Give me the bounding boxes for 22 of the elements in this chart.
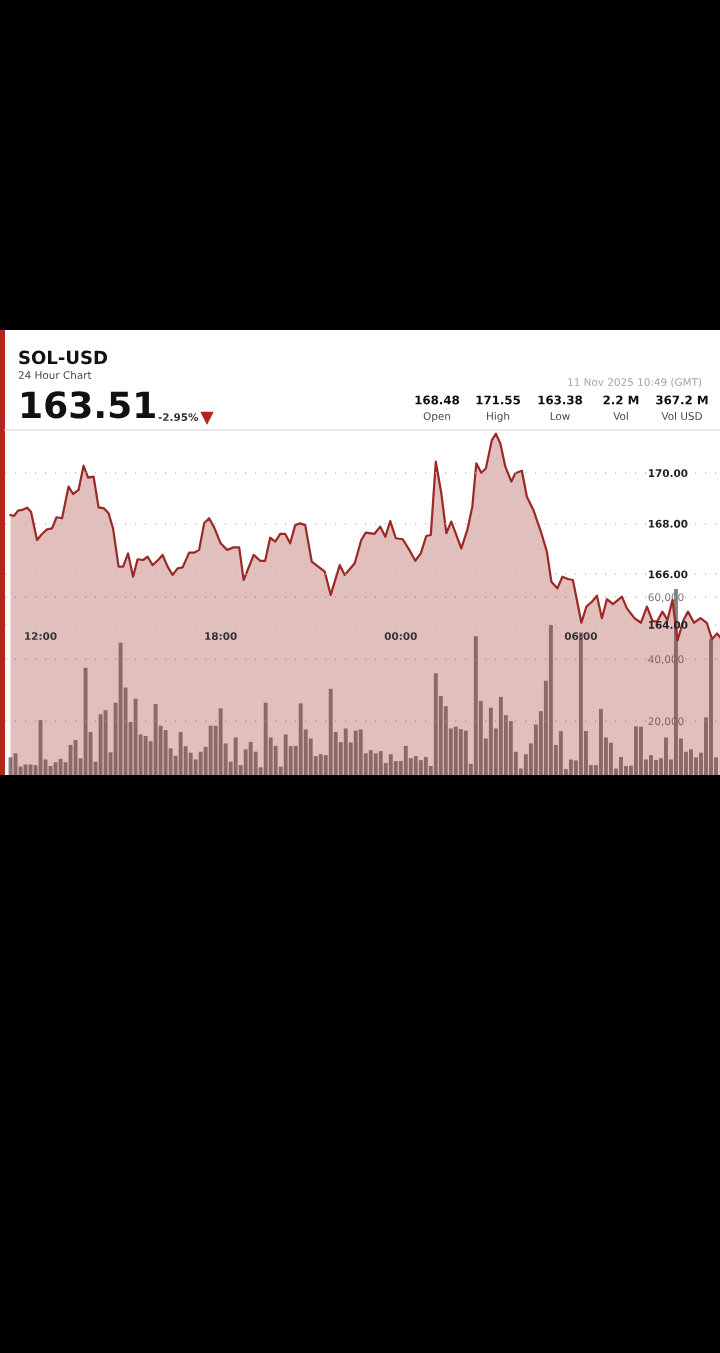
text: -2.95% <box>158 413 199 422</box>
x-tick-label: 06:00 <box>564 632 597 641</box>
text: Vol <box>613 411 628 421</box>
text: 367.2 M <box>656 395 708 405</box>
x-tick-label: 18:00 <box>205 632 237 641</box>
x-tick-label: 12:00 <box>25 632 57 641</box>
chart-title: SOL-USD <box>19 350 108 365</box>
text: Low <box>550 412 570 421</box>
text: 171.55 <box>476 395 520 405</box>
text: 163.51 <box>22 391 155 419</box>
chart-subtitle: 24 Hour Chart <box>18 370 92 380</box>
x-tick-label: 00:00 <box>384 632 417 641</box>
text: Vol USD <box>661 411 702 421</box>
y-tick-label: 168.00 <box>648 519 688 528</box>
y-tick-label: 170.00 <box>648 469 688 478</box>
y-tick-label: 166.00 <box>648 570 688 579</box>
text: 163.38 <box>538 395 583 405</box>
text: 2.2 M <box>603 395 639 405</box>
text: 168.48 <box>415 395 460 405</box>
text: Open <box>423 412 451 423</box>
text: High <box>487 411 510 423</box>
text: 11 Nov 2025 10:49 (GMT) <box>568 377 702 388</box>
